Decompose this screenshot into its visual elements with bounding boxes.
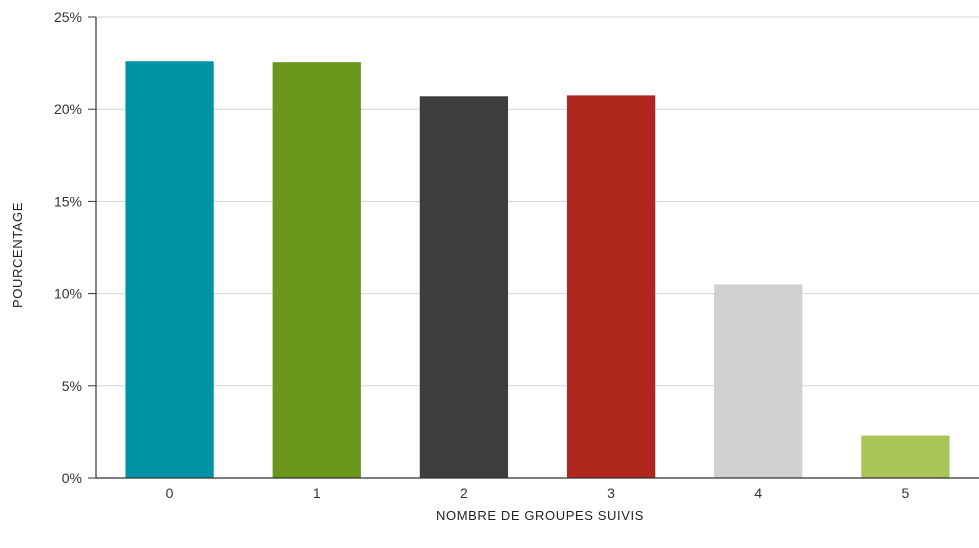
bars [125,61,950,479]
x-axis-title: NOMBRE DE GROUPES SUIVIS [436,508,644,523]
bar-5 [861,435,950,478]
x-tick-label: 3 [607,485,615,501]
bar-4 [714,284,803,478]
y-tick-labels: 0% 5% 10% 15% 20% 25% [54,9,82,486]
y-tick-label: 5% [62,378,82,394]
x-tick-label: 2 [460,485,468,501]
y-tick-label: 25% [54,9,82,25]
axes [95,17,979,479]
y-axis-title: POURCENTAGE [10,202,25,308]
y-tick-label: 0% [62,470,82,486]
bar-0 [125,61,214,478]
y-tick-label: 20% [54,101,82,117]
bar-2 [419,96,509,479]
x-tick-label: 0 [166,485,174,501]
x-tick-label: 5 [902,485,910,501]
x-tick-labels: 0 1 2 3 4 5 [166,485,910,501]
gridlines [88,16,979,479]
bar-1 [272,62,361,478]
x-tick-label: 4 [754,485,762,501]
bar-3 [566,95,656,479]
y-tick-label: 15% [54,193,82,209]
x-tick-label: 1 [313,485,321,501]
y-tick-label: 10% [54,286,82,302]
